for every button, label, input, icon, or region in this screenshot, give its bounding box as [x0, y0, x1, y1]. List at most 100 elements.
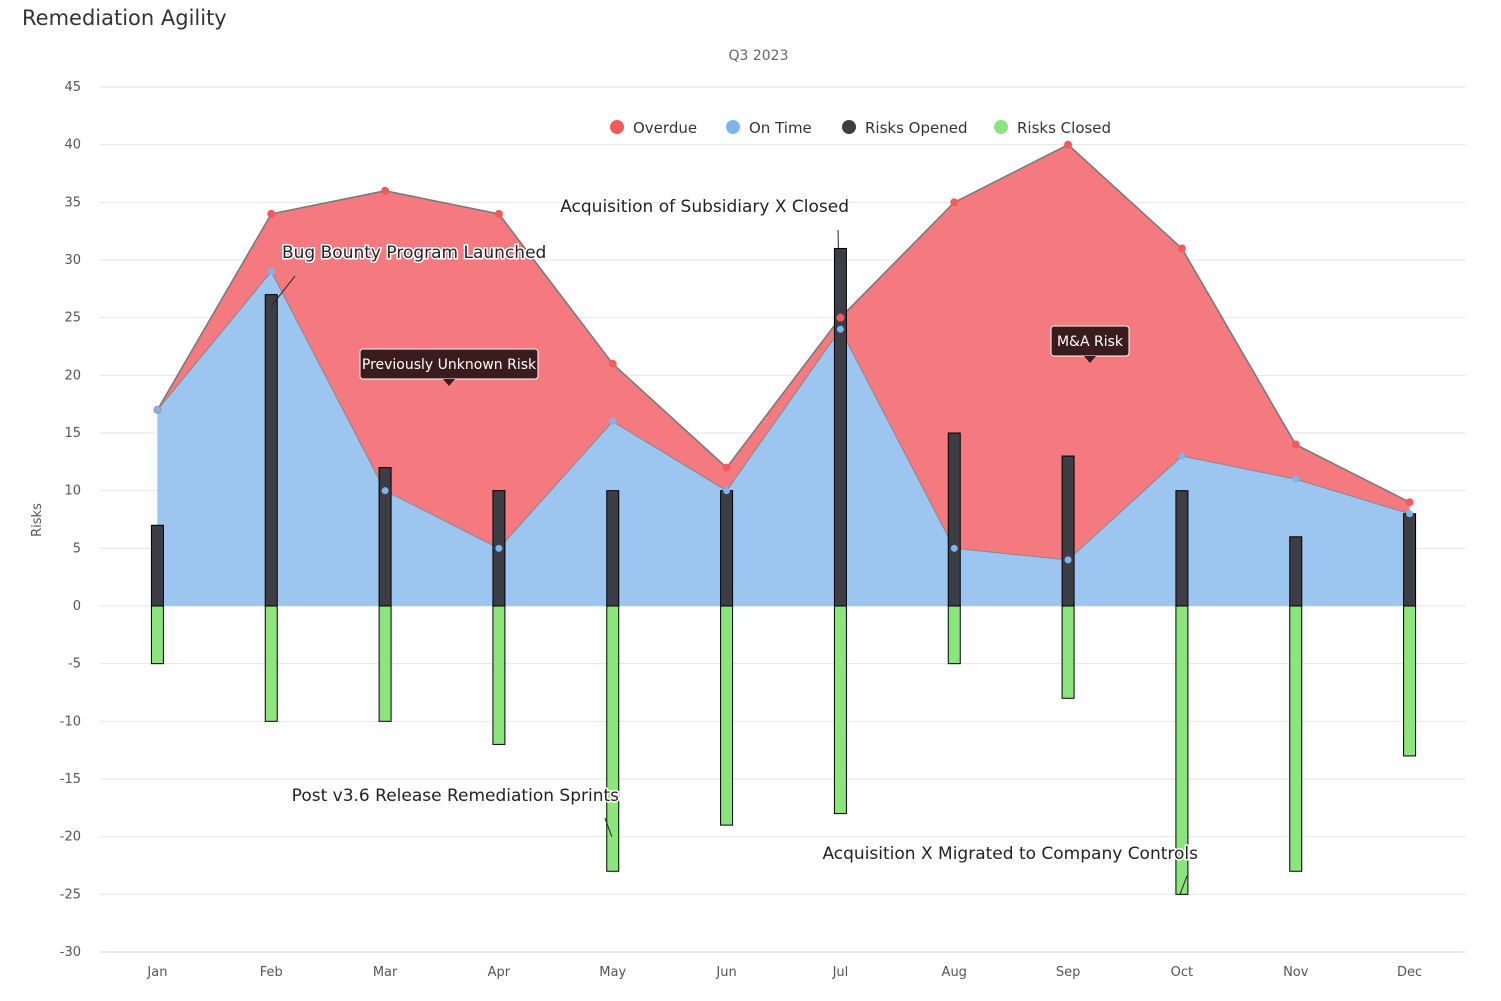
risks-closed-bar: [492, 605, 506, 745]
callout-annotation: M&A Risk: [1050, 325, 1130, 363]
overdue-point: [1291, 440, 1300, 449]
y-tick-label: 45: [64, 80, 81, 95]
x-tick-label: Sep: [1056, 965, 1081, 980]
risks-closed-bar: [1289, 605, 1303, 872]
on-time-point: [1064, 556, 1072, 564]
chart-title: Remediation Agility: [22, 6, 227, 30]
overdue-point: [494, 209, 503, 218]
overdue-point: [1064, 140, 1073, 149]
y-tick-label: -25: [60, 887, 81, 902]
risks-opened-bar: [264, 294, 278, 607]
y-tick-label: -20: [60, 830, 81, 845]
y-tick-label: 35: [64, 195, 81, 210]
y-tick-label: 25: [64, 311, 81, 326]
risks-opened-bar: [1061, 455, 1075, 607]
risks-opened-bar: [947, 432, 961, 607]
on-time-point: [267, 268, 275, 276]
on-time-point: [1178, 452, 1186, 460]
legend-item[interactable]: Overdue: [610, 119, 697, 137]
on-time-point: [609, 417, 617, 425]
legend-label: Risks Closed: [1017, 119, 1111, 137]
on-time-point: [1292, 475, 1300, 483]
legend-label: On Time: [749, 119, 812, 137]
legend-marker: [726, 120, 740, 134]
overdue-line: [156, 143, 1410, 503]
risks-closed-bar: [1403, 605, 1417, 757]
y-tick-label: -30: [60, 945, 81, 960]
legend-marker: [842, 120, 856, 134]
annotation-connector: [1179, 875, 1188, 895]
risks-opened-bar: [720, 490, 734, 607]
x-tick-label: Feb: [260, 965, 283, 980]
risks-opened-bar: [833, 247, 847, 607]
callout-text: Previously Unknown Risk: [362, 357, 537, 373]
x-tick-label: May: [599, 965, 626, 980]
risks-closed-bar: [720, 605, 734, 826]
risks-closed-bar: [264, 605, 278, 722]
y-tick-label: -5: [68, 657, 81, 672]
x-tick-label: Mar: [373, 965, 398, 980]
legend-item[interactable]: On Time: [726, 119, 812, 137]
y-tick-label: -10: [60, 714, 81, 729]
annotation-connector: [270, 275, 296, 307]
overdue-point: [1405, 498, 1414, 507]
x-tick-label: Jan: [146, 965, 167, 980]
on-time-point: [950, 544, 958, 552]
on-time-point: [153, 406, 161, 414]
on-time-point: [1406, 510, 1414, 518]
risks-opened-bar: [1403, 513, 1417, 607]
legend-marker: [610, 120, 624, 134]
annotation-connector: [604, 817, 613, 837]
x-tick-label: Jul: [832, 965, 849, 980]
risks-closed-bar: [947, 605, 961, 665]
risks-closed-bar: [1175, 605, 1189, 895]
on-time-point: [836, 325, 844, 333]
y-tick-label: 5: [73, 541, 81, 556]
annotation-label: Post v3.6 Release Remediation Sprints: [292, 786, 619, 806]
y-tick-label: 20: [64, 368, 81, 383]
legend-item[interactable]: Risks Opened: [842, 119, 968, 137]
chart-subtitle: Q3 2023: [728, 48, 789, 64]
on-time-point: [495, 544, 503, 552]
overdue-point: [1177, 244, 1186, 253]
y-tick-label: 10: [64, 484, 81, 499]
callout-pointer: [443, 379, 455, 386]
overdue-area: [157, 144, 1410, 606]
x-tick-label: Nov: [1283, 965, 1309, 980]
x-tick-label: Jun: [715, 965, 736, 980]
y-tick-label: -15: [60, 772, 81, 787]
overdue-point: [267, 209, 276, 218]
risks-closed-bar: [378, 605, 392, 722]
annotation-label: Acquisition of Subsidiary X Closed: [560, 197, 849, 217]
annotation-label: Acquisition X Migrated to Company Contro…: [822, 844, 1198, 864]
y-axis-title: Risks: [30, 503, 45, 537]
on-time-point: [381, 487, 389, 495]
legend-label: Risks Opened: [865, 119, 968, 137]
callout-pointer: [1084, 356, 1096, 363]
risks-closed-bar: [150, 605, 164, 665]
on-time-line: [157, 270, 1410, 561]
legend-label: Overdue: [633, 119, 697, 137]
x-tick-label: Apr: [488, 965, 511, 980]
x-tick-label: Oct: [1171, 965, 1193, 980]
y-tick-label: 15: [64, 426, 81, 441]
overdue-point: [608, 359, 617, 368]
legend-item[interactable]: Risks Closed: [994, 119, 1111, 137]
risks-closed-bar: [833, 605, 847, 815]
risks-closed-bar: [1061, 605, 1075, 699]
annotation-label: Bug Bounty Program Launched: [282, 243, 546, 263]
callout-annotation: Previously Unknown Risk: [359, 348, 539, 386]
on-time-area: [157, 271, 1410, 606]
legend-marker: [994, 120, 1008, 134]
y-tick-label: 40: [64, 138, 81, 153]
overdue-point: [722, 463, 731, 472]
risks-closed-bar: [606, 605, 620, 872]
x-tick-label: Dec: [1397, 965, 1422, 980]
risks-opened-bar: [606, 490, 620, 607]
risks-opened-bar: [150, 524, 164, 607]
callout-text: M&A Risk: [1057, 334, 1124, 350]
overdue-point: [836, 313, 845, 322]
risks-opened-bar: [1289, 536, 1303, 607]
x-tick-label: Aug: [942, 965, 967, 980]
